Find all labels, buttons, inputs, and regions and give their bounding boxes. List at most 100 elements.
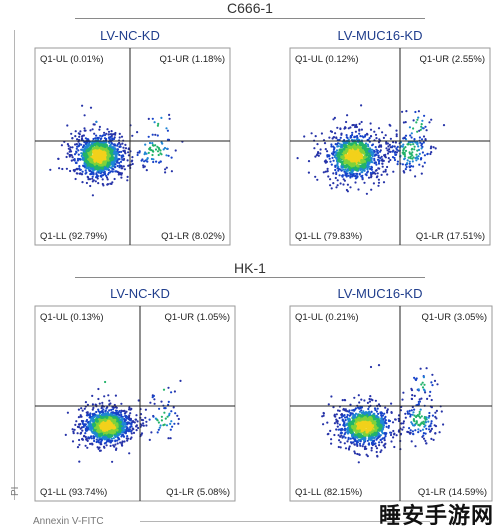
data-point <box>409 169 412 172</box>
data-point <box>377 403 381 406</box>
data-point <box>116 442 119 445</box>
data-point <box>109 133 113 136</box>
data-point <box>107 130 111 133</box>
data-point <box>384 134 387 137</box>
data-point <box>355 138 358 141</box>
data-point <box>105 431 109 435</box>
group-title-hk1: HK-1 <box>234 260 266 276</box>
data-point <box>329 184 332 187</box>
data-point <box>345 423 348 427</box>
data-point <box>170 156 173 159</box>
data-point <box>330 395 333 398</box>
data-point <box>148 141 152 145</box>
data-point <box>347 174 350 177</box>
data-point <box>368 397 371 401</box>
data-point <box>369 365 373 369</box>
data-point <box>349 437 352 440</box>
data-point <box>156 134 159 137</box>
data-point <box>404 146 407 149</box>
data-point <box>417 110 420 113</box>
data-point <box>357 416 361 420</box>
data-point <box>129 437 132 440</box>
data-point <box>125 430 128 433</box>
data-point <box>91 408 94 411</box>
data-point <box>411 394 414 397</box>
data-point <box>397 430 400 433</box>
data-point <box>419 367 422 370</box>
data-point <box>121 418 124 421</box>
data-point <box>174 412 177 415</box>
data-point <box>141 158 144 161</box>
data-point <box>98 402 101 405</box>
data-point <box>142 424 145 427</box>
data-point <box>336 179 339 182</box>
data-point <box>338 174 341 177</box>
data-point <box>435 409 438 412</box>
data-point <box>137 426 140 430</box>
data-point <box>377 154 380 157</box>
data-point <box>368 154 372 158</box>
data-point <box>159 160 162 163</box>
data-point <box>345 136 348 139</box>
data-point <box>114 156 117 159</box>
data-point <box>363 411 367 415</box>
data-point <box>151 117 154 120</box>
quadrant-label-ur: Q1-UR (1.18%) <box>160 54 225 65</box>
data-point <box>375 163 378 166</box>
data-point <box>93 132 96 135</box>
data-point <box>133 421 136 424</box>
data-point <box>414 445 417 448</box>
data-point <box>357 188 360 191</box>
data-point <box>112 411 115 414</box>
data-point <box>346 440 349 443</box>
data-point <box>80 143 83 146</box>
data-point <box>386 152 390 155</box>
data-point <box>101 178 104 181</box>
data-point <box>146 160 149 163</box>
data-point <box>165 147 169 150</box>
data-point <box>91 180 94 183</box>
data-point <box>363 181 366 184</box>
data-point <box>98 125 101 128</box>
data-point <box>393 433 396 436</box>
data-point <box>442 124 446 127</box>
data-point <box>165 154 168 157</box>
data-point <box>92 146 96 150</box>
data-point <box>120 173 123 176</box>
data-point <box>49 168 52 171</box>
data-point <box>365 153 369 157</box>
data-point <box>99 134 102 137</box>
data-point <box>367 158 371 162</box>
data-point <box>128 422 131 425</box>
data-point <box>70 132 73 135</box>
data-point <box>396 160 399 163</box>
data-point <box>90 170 93 173</box>
data-point <box>371 155 374 158</box>
data-point <box>351 173 354 177</box>
data-point <box>61 167 64 171</box>
data-point <box>126 159 129 162</box>
data-point <box>144 408 147 411</box>
data-point <box>333 155 336 159</box>
flow-plot-hk1-muc16: Q1-UL (0.21%) Q1-UR (3.05%) Q1-LL (82.15%)… <box>289 305 493 502</box>
panel-title-hk1-nc: LV-NC-KD <box>110 286 170 301</box>
data-point <box>152 415 155 418</box>
data-point <box>89 129 92 132</box>
data-point <box>353 424 357 428</box>
data-point <box>102 445 106 448</box>
data-point <box>117 416 120 419</box>
data-point <box>354 436 358 439</box>
data-point <box>91 423 96 427</box>
data-point <box>411 413 414 416</box>
data-point <box>412 165 415 168</box>
data-point <box>337 145 340 148</box>
data-point <box>368 149 372 153</box>
data-point <box>84 172 87 175</box>
data-point <box>330 442 333 445</box>
data-point <box>105 438 108 441</box>
data-point <box>159 149 162 152</box>
data-point <box>116 152 119 155</box>
data-point <box>360 411 363 414</box>
data-point <box>357 432 361 437</box>
data-point <box>384 435 387 438</box>
